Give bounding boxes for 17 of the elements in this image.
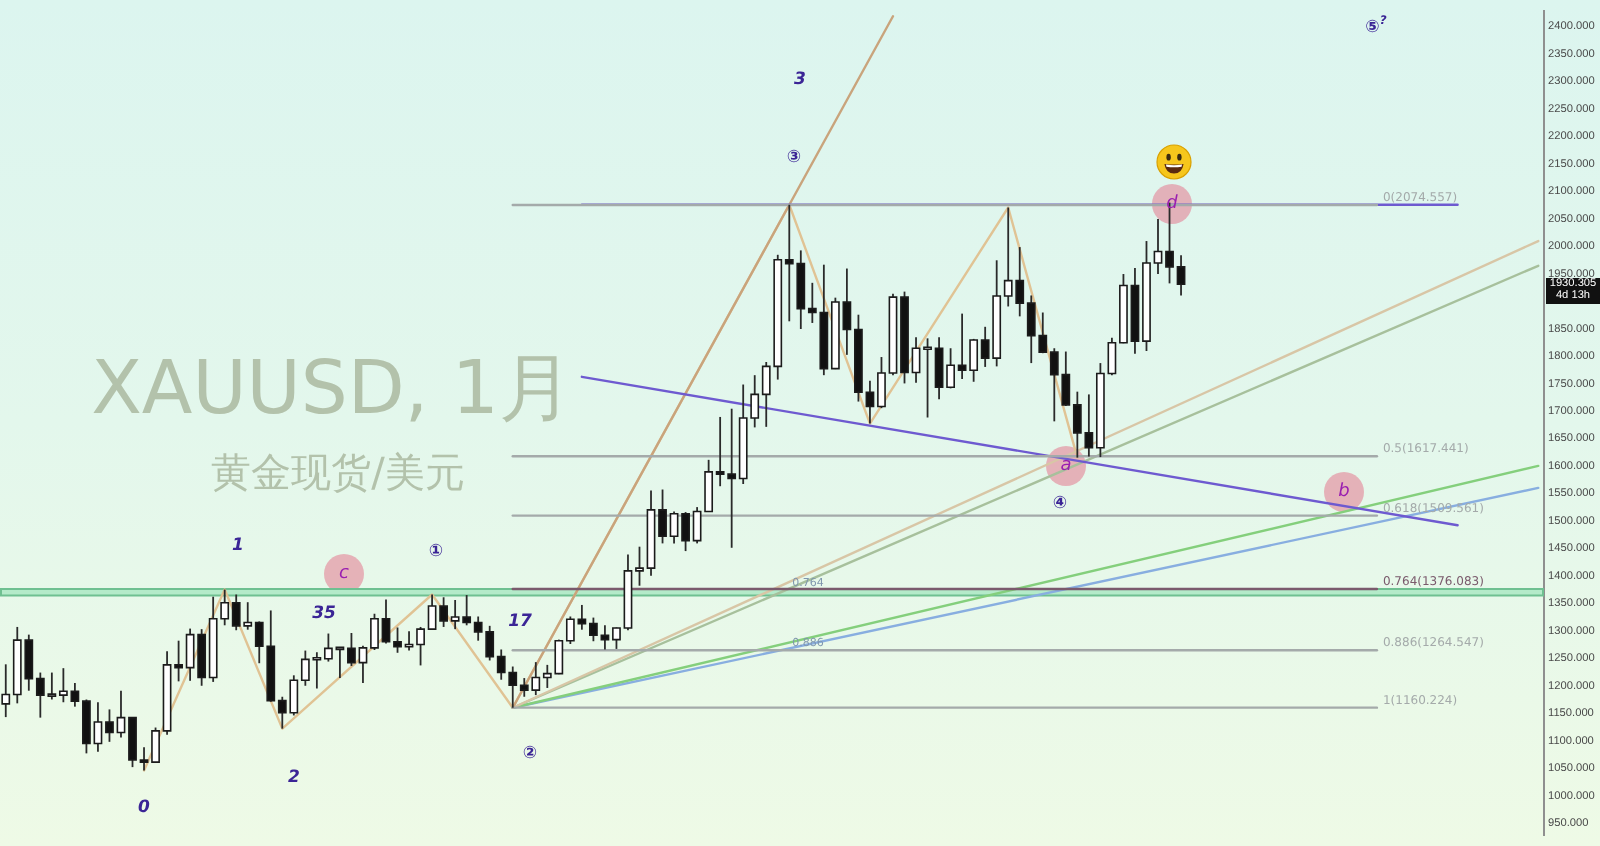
annotation: 0 [138,798,150,818]
annotation: ⑤$^{?}$ [1365,14,1387,38]
text: XAUUSD, 1月 [91,345,573,431]
annotation: 2 [288,768,300,788]
annotation: 35 [312,604,336,624]
annotation: 17 [508,612,532,632]
annotation: c [339,564,349,584]
annotation: 1 [232,536,244,556]
annotation: 3 [794,70,806,90]
annotation: d [1166,194,1178,214]
text: 黄金现货/美元 [211,448,465,496]
annotation: a [1060,456,1072,476]
annotation: ④ [1052,494,1068,514]
annotation: ② [522,744,538,764]
annotation: b [1338,482,1350,502]
annotation: ③ [786,148,802,168]
annotation: ① [428,542,444,562]
